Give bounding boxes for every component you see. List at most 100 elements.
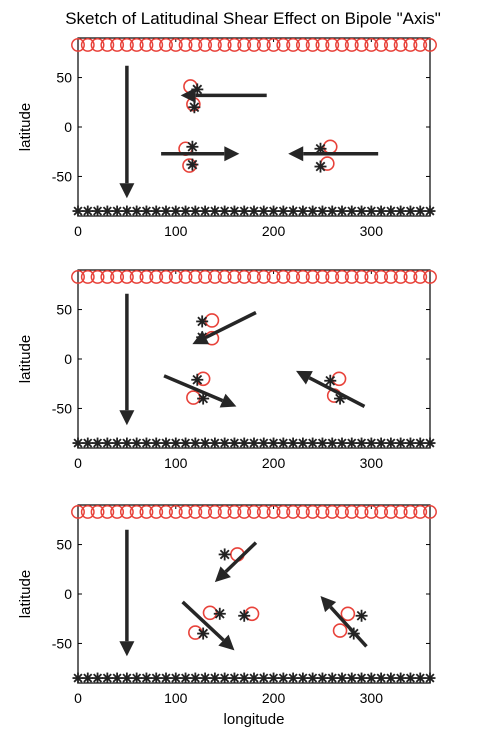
positive-marker <box>227 269 242 284</box>
positive-marker <box>71 269 85 284</box>
polar-positive-row <box>71 504 437 519</box>
x-tick-label: 300 <box>360 690 384 706</box>
negative-marker <box>140 205 152 217</box>
positive-marker <box>276 504 291 519</box>
positive-marker <box>178 269 193 284</box>
negative-marker <box>170 437 182 449</box>
negative-marker <box>180 205 192 217</box>
bipole-negative-marker <box>186 140 199 153</box>
negative-marker <box>199 437 211 449</box>
polar-positive-row <box>71 37 437 52</box>
y-tick-label: -50 <box>52 168 72 184</box>
x-tick-label: 100 <box>164 223 188 239</box>
negative-marker <box>121 672 133 684</box>
negative-marker <box>326 672 338 684</box>
bipole-negative-marker <box>238 609 251 622</box>
positive-marker <box>80 504 95 519</box>
bipole-positive-marker <box>340 606 356 622</box>
positive-marker <box>168 504 183 519</box>
negative-marker <box>346 205 358 217</box>
negative-marker <box>150 437 162 449</box>
bipole-positive-marker <box>186 390 201 405</box>
negative-marker <box>268 437 280 449</box>
positive-marker <box>344 504 359 519</box>
y-tick-label: 0 <box>64 586 72 602</box>
positive-marker <box>423 269 437 284</box>
negative-marker <box>385 437 397 449</box>
negative-marker <box>72 205 84 217</box>
positive-marker <box>315 269 330 284</box>
bipole-positive-marker <box>202 605 218 621</box>
negative-marker <box>248 205 260 217</box>
positive-marker <box>207 269 222 284</box>
positive-marker <box>266 37 281 52</box>
positive-marker <box>80 37 95 52</box>
positive-marker <box>139 37 154 52</box>
polar-negative-row <box>72 672 436 684</box>
negative-marker <box>404 672 416 684</box>
negative-marker <box>101 437 113 449</box>
positive-marker <box>374 37 389 52</box>
flow-arrow <box>161 146 240 162</box>
positive-marker <box>237 37 252 52</box>
positive-marker <box>256 37 271 52</box>
bipole-negative-marker <box>218 548 231 561</box>
negative-marker <box>199 672 211 684</box>
bipole-negative-marker <box>197 627 210 640</box>
negative-marker <box>356 205 368 217</box>
y-tick-label: 50 <box>56 537 72 553</box>
positive-marker <box>305 269 320 284</box>
positive-marker <box>217 37 232 52</box>
negative-marker <box>424 437 436 449</box>
positive-marker <box>335 37 349 52</box>
flow-arrow <box>119 529 135 657</box>
flow-arrow <box>288 146 379 162</box>
positive-marker <box>198 269 213 284</box>
positive-marker <box>247 269 261 284</box>
positive-marker <box>217 269 232 284</box>
negative-marker <box>424 672 436 684</box>
negative-marker <box>92 205 104 217</box>
positive-marker <box>159 269 173 284</box>
positive-marker <box>423 504 437 519</box>
negative-marker <box>375 205 387 217</box>
negative-marker <box>111 672 123 684</box>
negative-marker <box>316 437 328 449</box>
figure-title: Sketch of Latitudinal Shear Effect on Bi… <box>65 9 441 28</box>
negative-marker <box>180 437 192 449</box>
y-tick-label: -50 <box>52 400 72 416</box>
positive-marker <box>413 504 428 519</box>
positive-marker <box>129 504 144 519</box>
negative-marker <box>307 437 319 449</box>
positive-marker <box>227 37 242 52</box>
positive-marker <box>100 269 115 284</box>
negative-marker <box>92 672 104 684</box>
negative-marker <box>287 672 299 684</box>
positive-marker <box>393 269 408 284</box>
positive-marker <box>295 37 310 52</box>
negative-marker <box>404 437 416 449</box>
y-tick-label: 50 <box>56 70 72 86</box>
negative-marker <box>424 205 436 217</box>
positive-marker <box>207 37 222 52</box>
bipole-positive-marker <box>331 371 347 387</box>
positive-marker <box>159 504 173 519</box>
positive-marker <box>276 269 291 284</box>
x-tick-label: 100 <box>164 690 188 706</box>
negative-marker <box>316 205 328 217</box>
bipole-negative-marker <box>191 373 204 386</box>
positive-marker <box>247 37 261 52</box>
positive-marker <box>413 269 428 284</box>
positive-marker <box>110 504 125 519</box>
negative-marker <box>170 672 182 684</box>
positive-marker <box>217 504 232 519</box>
positive-marker <box>374 269 389 284</box>
negative-marker <box>219 205 231 217</box>
plot-frame <box>77 504 431 684</box>
positive-marker <box>100 504 115 519</box>
positive-marker <box>110 37 125 52</box>
positive-marker <box>403 504 418 519</box>
negative-marker <box>131 205 143 217</box>
bipole-negative-marker <box>314 160 327 173</box>
